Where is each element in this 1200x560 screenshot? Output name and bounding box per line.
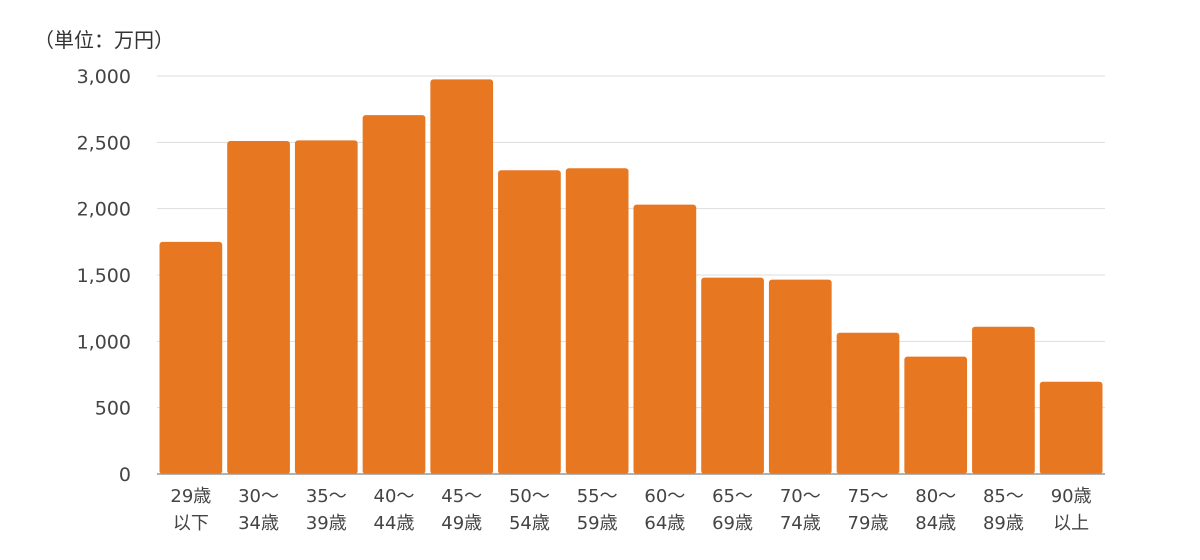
x-tick-label: 79歳 [848, 513, 889, 534]
x-tick-label: 85～ [983, 486, 1024, 507]
y-tick-label: 1,000 [77, 331, 131, 353]
bar [904, 356, 968, 474]
bar [633, 204, 697, 475]
x-tick-label: 75～ [848, 486, 889, 507]
x-tick-label: 80～ [915, 486, 956, 507]
bar [1039, 381, 1103, 474]
x-tick-label: 30～ [238, 486, 279, 507]
y-tick-label: 0 [119, 464, 131, 486]
y-tick-label: 2,000 [77, 199, 131, 221]
x-tick-label: 60～ [644, 486, 685, 507]
bar [294, 140, 358, 475]
y-tick-label: 2,500 [77, 132, 131, 154]
bar [430, 79, 494, 475]
y-tick-label: 1,500 [77, 265, 131, 287]
x-tick-label: 49歳 [441, 513, 482, 534]
x-tick-label: 69歳 [712, 513, 753, 534]
x-tick-label: 44歳 [374, 513, 415, 534]
x-tick-label: 50～ [509, 486, 550, 507]
bar [227, 141, 290, 475]
x-tick-label: 39歳 [306, 513, 347, 534]
y-tick-label: 3,000 [77, 66, 131, 88]
x-tick-label: 54歳 [509, 513, 550, 534]
x-tick-label: 70～ [780, 486, 821, 507]
bar [836, 332, 900, 474]
y-tick-label: 500 [95, 398, 131, 420]
bar [498, 170, 561, 474]
bar [565, 168, 629, 474]
x-tick-label: 40～ [374, 486, 415, 507]
x-tick-label: 55～ [577, 486, 618, 507]
x-tick-label: 84歳 [915, 513, 956, 534]
x-tick-label: 64歳 [644, 513, 685, 534]
bar [701, 277, 764, 474]
unit-label: （単位：万円） [34, 28, 174, 52]
bar [972, 326, 1035, 474]
bars [159, 79, 1103, 475]
x-tick-label: 45～ [441, 486, 482, 507]
bar [768, 279, 832, 474]
x-tick-label: 74歳 [780, 513, 821, 534]
x-tick-label: 29歳 [170, 486, 211, 507]
x-tick-label: 59歳 [577, 513, 618, 534]
bar [362, 115, 426, 475]
y-axis-ticks: 0 500 1,000 1,500 2,000 2,500 3,000 [77, 66, 131, 486]
x-tick-label: 34歳 [238, 513, 279, 534]
x-tick-label: 以上 [1053, 513, 1089, 534]
x-tick-label: 以下 [173, 513, 209, 534]
bar [159, 241, 223, 474]
x-tick-label: 89歳 [983, 513, 1024, 534]
x-tick-label: 35～ [306, 486, 347, 507]
x-tick-label: 65～ [712, 486, 753, 507]
x-tick-label: 90歳 [1051, 486, 1092, 507]
